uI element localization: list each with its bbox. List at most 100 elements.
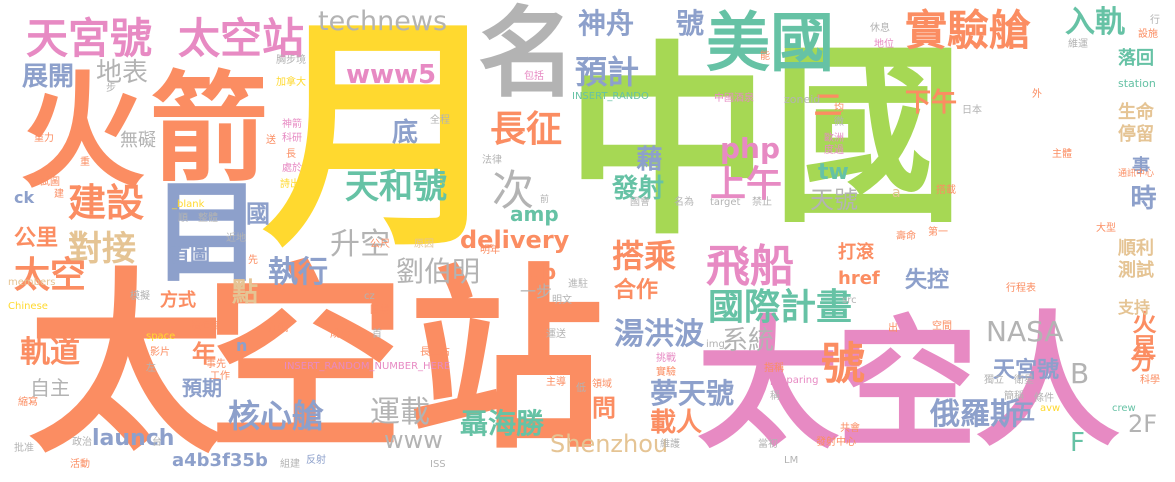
word-small-56: 衛星 (1014, 375, 1034, 386)
word-small-13: 主體 (1052, 149, 1072, 160)
word-huoxing: 火星 (1128, 310, 1156, 358)
word-kong2: 空 (836, 303, 978, 468)
word-wuai: 無礙 (120, 130, 156, 151)
word-small-71: ISS (430, 459, 446, 470)
word-small-72: 組建 (280, 459, 300, 470)
word-insert-long: INSERT_RANDOM_NUMBER_HERE (284, 361, 451, 372)
word-small-100: 能 (760, 51, 770, 62)
word-small-53: 指稱 (764, 363, 784, 374)
word-small-80: 首 (372, 329, 382, 340)
word-small-28: 行程表 (1006, 283, 1036, 294)
word-shiyancang: 實驗艙 (905, 6, 1032, 55)
word-cb: cb (530, 260, 557, 284)
word-hao1: 號 (676, 7, 705, 40)
word-small-47: 運送 (546, 329, 566, 340)
word-niehaisheng: 聶海勝 (460, 407, 545, 440)
word-guidao: 軌道 (20, 335, 80, 370)
word-hexincang: 核心艙 (228, 397, 325, 435)
word-small-36: members (8, 277, 56, 288)
word-fashe: 發射 (612, 174, 665, 204)
word-small-94: _blank (172, 199, 205, 210)
word-shikong: 失控 (905, 268, 950, 293)
word-small-51: 低 (576, 383, 586, 394)
word-taikong-left: 太空 (14, 255, 87, 296)
word-guojijihua: 國際計畫 (708, 287, 853, 328)
word-delivery: delivery (460, 226, 570, 254)
word-guo-small: 國 (246, 200, 270, 228)
word-small-29: 設施 (1138, 29, 1158, 40)
word-small-27: 大型 (1096, 223, 1116, 234)
word-small-64: 出 (888, 323, 898, 334)
word-small-41: 左 (146, 363, 156, 374)
word-small-85: 試圖 (40, 177, 60, 188)
word-ming: 名 (478, 0, 577, 111)
word-launch: launch (92, 426, 175, 451)
word-liuboming: 劉伯明 (396, 255, 481, 288)
word-hezuo: 合作 (614, 278, 659, 303)
word-shenzhou: 神舟 (578, 7, 635, 40)
word-zhichi: 支持 (1118, 298, 1151, 317)
word-small-2: 神箭 (282, 119, 302, 130)
word-eluosi: 俄羅斯 (930, 397, 1020, 432)
word-small-57: 簡稱 (1004, 391, 1024, 402)
word-href: href (838, 268, 880, 289)
word-station: station (1118, 77, 1156, 90)
word-small-82: a (892, 185, 901, 201)
word-ci: 次 (492, 166, 535, 215)
word-small-44: 在軌 (268, 323, 288, 334)
word-dapei: 搭乘 (612, 237, 677, 275)
word-tai2: 太 (697, 303, 839, 468)
word-shi-small: 事 (1132, 156, 1150, 177)
word-small-92: 外 (1032, 89, 1042, 100)
word-small-50: 領域 (592, 379, 612, 390)
word-small-73: 反射 (306, 455, 326, 466)
word-tiangong: 天宮號 (26, 14, 153, 63)
word-taikongzhan: 太空站 (178, 14, 305, 63)
word-technews: technews (318, 6, 448, 37)
word-ceshi: 測試 (1118, 260, 1154, 281)
word-amp: amp (510, 202, 559, 226)
word-small-52: 主導 (546, 377, 566, 388)
word-php: php (720, 132, 781, 165)
word-small-26: 第一 (928, 227, 948, 238)
word-xiawu: 下午 (905, 88, 958, 118)
word-small-5: 長 (286, 149, 296, 160)
word-small-15: 地位 (874, 39, 894, 50)
word-small-97: 重 (80, 157, 90, 168)
word-small-4: 重力 (34, 133, 54, 144)
word-zhong: 中 (565, 25, 770, 263)
word-luohui: 落回 (1118, 48, 1154, 69)
word-small-58: 條件 (1034, 393, 1054, 404)
word-fangshi: 方式 (160, 290, 196, 311)
word-small-11: 度過 (824, 145, 844, 156)
word-small-7: 詩出 (280, 179, 300, 190)
word-shi: 時 (1126, 184, 1156, 210)
word-small-81: 包括 (524, 71, 544, 82)
word-small-99: 先 (248, 255, 258, 266)
word-meiguo: 美國 (706, 7, 834, 81)
word-small-23: 禁止 (752, 197, 772, 208)
word-small-22: target (710, 197, 741, 208)
word-small-21: 名為 (674, 197, 694, 208)
word-small-69: LM (784, 455, 799, 466)
word-small-78: 台 (152, 437, 162, 448)
word-small-30: 明年 (480, 245, 500, 256)
word-small-89: 微 (834, 117, 844, 128)
word-nian: 年 (192, 340, 216, 368)
word-small-38: space (146, 331, 176, 342)
word-tingliu: 停留 (1118, 124, 1154, 145)
word-small-68: 當初 (758, 439, 778, 450)
word-small-84: 步 (106, 83, 116, 94)
word-small-46: 長二右 (420, 347, 450, 358)
word-shunli: 順利 (1118, 238, 1154, 259)
word-b: B (1070, 357, 1090, 390)
word-insert-rando: INSERT_RANDO (572, 91, 649, 102)
word-small-65: 空間 (932, 321, 952, 332)
word-small-60: crew (1112, 403, 1136, 414)
word-small-6: 處於 (282, 163, 302, 174)
word-small-87: 胸步境 (276, 55, 306, 66)
word-dian: 點 (232, 278, 259, 308)
word-zairen: 載人 (650, 408, 703, 438)
word-small-20: 國會 (630, 197, 650, 208)
